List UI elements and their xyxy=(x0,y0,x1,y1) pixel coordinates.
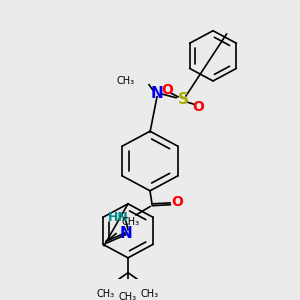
Text: CH₃: CH₃ xyxy=(117,76,135,86)
Text: O: O xyxy=(161,83,173,97)
Text: CH₃: CH₃ xyxy=(122,217,140,227)
Text: CH₃: CH₃ xyxy=(141,289,159,298)
Text: HN: HN xyxy=(108,211,129,224)
Text: CH₃: CH₃ xyxy=(97,289,115,298)
Text: S: S xyxy=(178,92,188,107)
Text: CH₃: CH₃ xyxy=(119,292,137,300)
Text: N: N xyxy=(120,226,132,241)
Text: O: O xyxy=(192,100,204,114)
Text: N: N xyxy=(151,85,164,100)
Text: O: O xyxy=(171,195,183,209)
